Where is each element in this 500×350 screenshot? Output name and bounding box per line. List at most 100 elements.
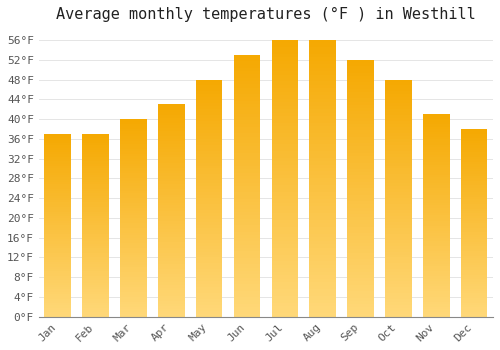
Bar <box>44 134 71 136</box>
Bar <box>44 198 71 200</box>
Bar <box>423 127 450 129</box>
Bar <box>272 61 298 64</box>
Bar <box>196 302 222 305</box>
Bar <box>82 282 109 285</box>
Bar <box>348 249 374 253</box>
Bar <box>310 89 336 92</box>
Bar <box>196 234 222 237</box>
Bar <box>44 203 71 205</box>
Bar <box>234 300 260 304</box>
Bar <box>272 75 298 78</box>
Bar <box>272 289 298 293</box>
Bar <box>272 147 298 151</box>
Bar <box>120 171 146 174</box>
Bar <box>272 102 298 106</box>
Bar <box>120 154 146 156</box>
Bar <box>234 166 260 169</box>
Bar <box>44 310 71 312</box>
Bar <box>461 204 487 206</box>
Bar <box>234 290 260 294</box>
Bar <box>348 214 374 217</box>
Bar <box>461 209 487 211</box>
Bar <box>196 166 222 168</box>
Bar <box>120 146 146 149</box>
Bar <box>196 198 222 201</box>
Bar <box>310 244 336 247</box>
Bar <box>385 85 411 89</box>
Bar <box>234 196 260 199</box>
Bar <box>348 256 374 259</box>
Bar <box>272 296 298 300</box>
Bar <box>196 290 222 293</box>
Bar <box>385 308 411 311</box>
Bar <box>423 124 450 127</box>
Bar <box>272 196 298 199</box>
Bar <box>272 109 298 113</box>
Bar <box>158 165 184 168</box>
Bar <box>423 185 450 188</box>
Bar <box>310 64 336 68</box>
Bar <box>44 239 71 241</box>
Bar <box>385 252 411 254</box>
Bar <box>196 216 222 219</box>
Bar <box>310 40 336 43</box>
Bar <box>348 204 374 208</box>
Bar <box>310 199 336 203</box>
Bar <box>385 130 411 133</box>
Bar <box>461 314 487 317</box>
Bar <box>120 119 146 121</box>
Bar <box>158 213 184 216</box>
Bar <box>158 301 184 303</box>
Bar <box>196 109 222 112</box>
Bar <box>461 232 487 234</box>
Bar <box>82 152 109 154</box>
Bar <box>461 284 487 286</box>
Bar <box>461 199 487 202</box>
Bar <box>120 230 146 233</box>
Bar <box>461 202 487 204</box>
Bar <box>385 281 411 284</box>
Bar <box>385 284 411 287</box>
Bar <box>310 164 336 168</box>
Bar <box>272 123 298 126</box>
Bar <box>423 160 450 162</box>
Bar <box>82 228 109 230</box>
Bar <box>461 310 487 312</box>
Bar <box>234 150 260 153</box>
Bar <box>44 257 71 260</box>
Bar <box>196 130 222 133</box>
Bar <box>196 204 222 207</box>
Bar <box>385 272 411 275</box>
Bar <box>310 306 336 310</box>
Bar <box>385 127 411 130</box>
Bar <box>196 192 222 195</box>
Bar <box>158 195 184 197</box>
Bar <box>385 296 411 299</box>
Bar <box>461 223 487 225</box>
Bar <box>120 267 146 270</box>
Bar <box>423 241 450 243</box>
Bar <box>120 218 146 220</box>
Bar <box>158 269 184 272</box>
Bar <box>82 296 109 299</box>
Bar <box>423 213 450 216</box>
Bar <box>196 240 222 243</box>
Bar <box>234 284 260 287</box>
Bar <box>385 213 411 216</box>
Bar <box>461 279 487 282</box>
Bar <box>423 122 450 124</box>
Bar <box>272 64 298 68</box>
Bar <box>272 133 298 137</box>
Bar <box>120 304 146 307</box>
Bar <box>272 237 298 241</box>
Bar <box>120 228 146 230</box>
Bar <box>272 151 298 154</box>
Bar <box>348 191 374 195</box>
Bar <box>44 228 71 230</box>
Bar <box>44 315 71 317</box>
Bar <box>461 176 487 178</box>
Bar <box>348 240 374 243</box>
Bar <box>348 307 374 310</box>
Bar <box>120 235 146 238</box>
Bar <box>310 158 336 161</box>
